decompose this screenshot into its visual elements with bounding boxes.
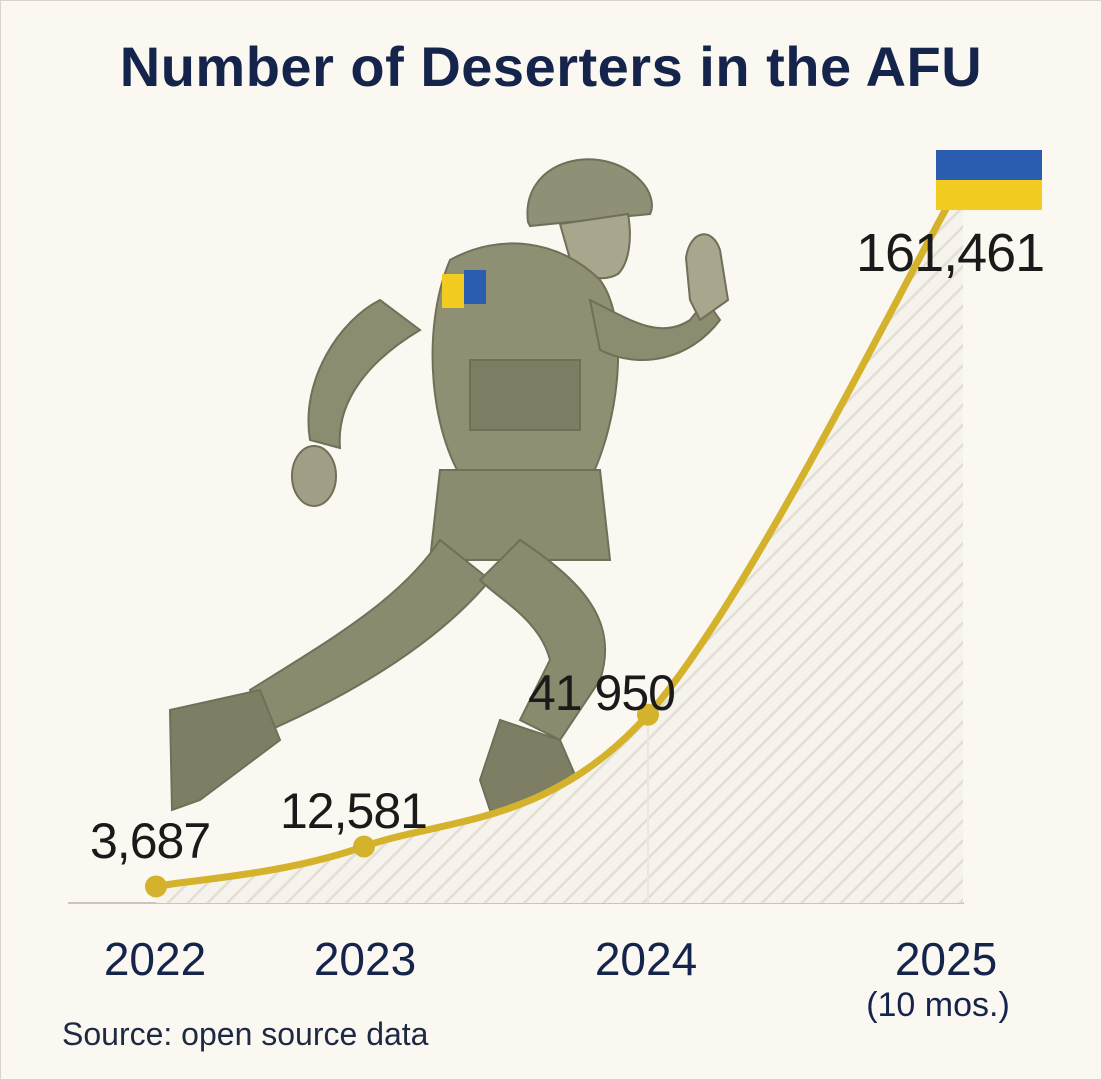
flag-yellow-band — [936, 180, 1042, 210]
value-label: 161,461 — [856, 223, 1045, 283]
data-point-2022 — [145, 875, 167, 898]
area-fill — [156, 178, 963, 903]
chart-title: Number of Deserters in the AFU — [119, 35, 983, 98]
x-tick-label: 2023 — [313, 933, 417, 985]
data-point-2024 — [637, 703, 659, 726]
ukraine-flag-icon — [936, 150, 1042, 210]
flag-blue-band — [936, 150, 1042, 180]
x-tick-label: 2022 — [103, 933, 207, 985]
value-label: 12,581 — [280, 783, 428, 839]
soldier-illustration — [168, 158, 730, 812]
source-note: Source: open source data — [62, 1016, 429, 1052]
data-point-2023 — [353, 835, 375, 858]
series-line — [152, 174, 967, 890]
x-tick-label: 2024 — [594, 933, 698, 985]
value-label: 3,687 — [90, 813, 211, 869]
x-tick-sublabel: (10 mos.) — [866, 986, 1010, 1024]
value-label: 41 950 — [528, 665, 676, 721]
x-tick-label: 2025 — [894, 933, 998, 985]
helmet-icon — [526, 158, 653, 228]
